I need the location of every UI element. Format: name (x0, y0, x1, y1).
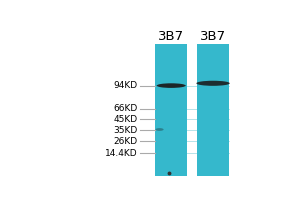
Text: 45KD: 45KD (113, 115, 137, 124)
Text: 14.4KD: 14.4KD (105, 149, 137, 158)
Text: 66KD: 66KD (113, 104, 137, 113)
Text: 94KD: 94KD (113, 81, 137, 90)
Text: 3B7: 3B7 (200, 30, 226, 43)
Text: 26KD: 26KD (113, 137, 137, 146)
Ellipse shape (155, 128, 164, 131)
Ellipse shape (196, 81, 230, 86)
Text: 35KD: 35KD (113, 126, 137, 135)
Ellipse shape (157, 83, 186, 88)
Text: 3B7: 3B7 (158, 30, 184, 43)
Bar (155, 44, 188, 176)
Bar (197, 44, 229, 176)
